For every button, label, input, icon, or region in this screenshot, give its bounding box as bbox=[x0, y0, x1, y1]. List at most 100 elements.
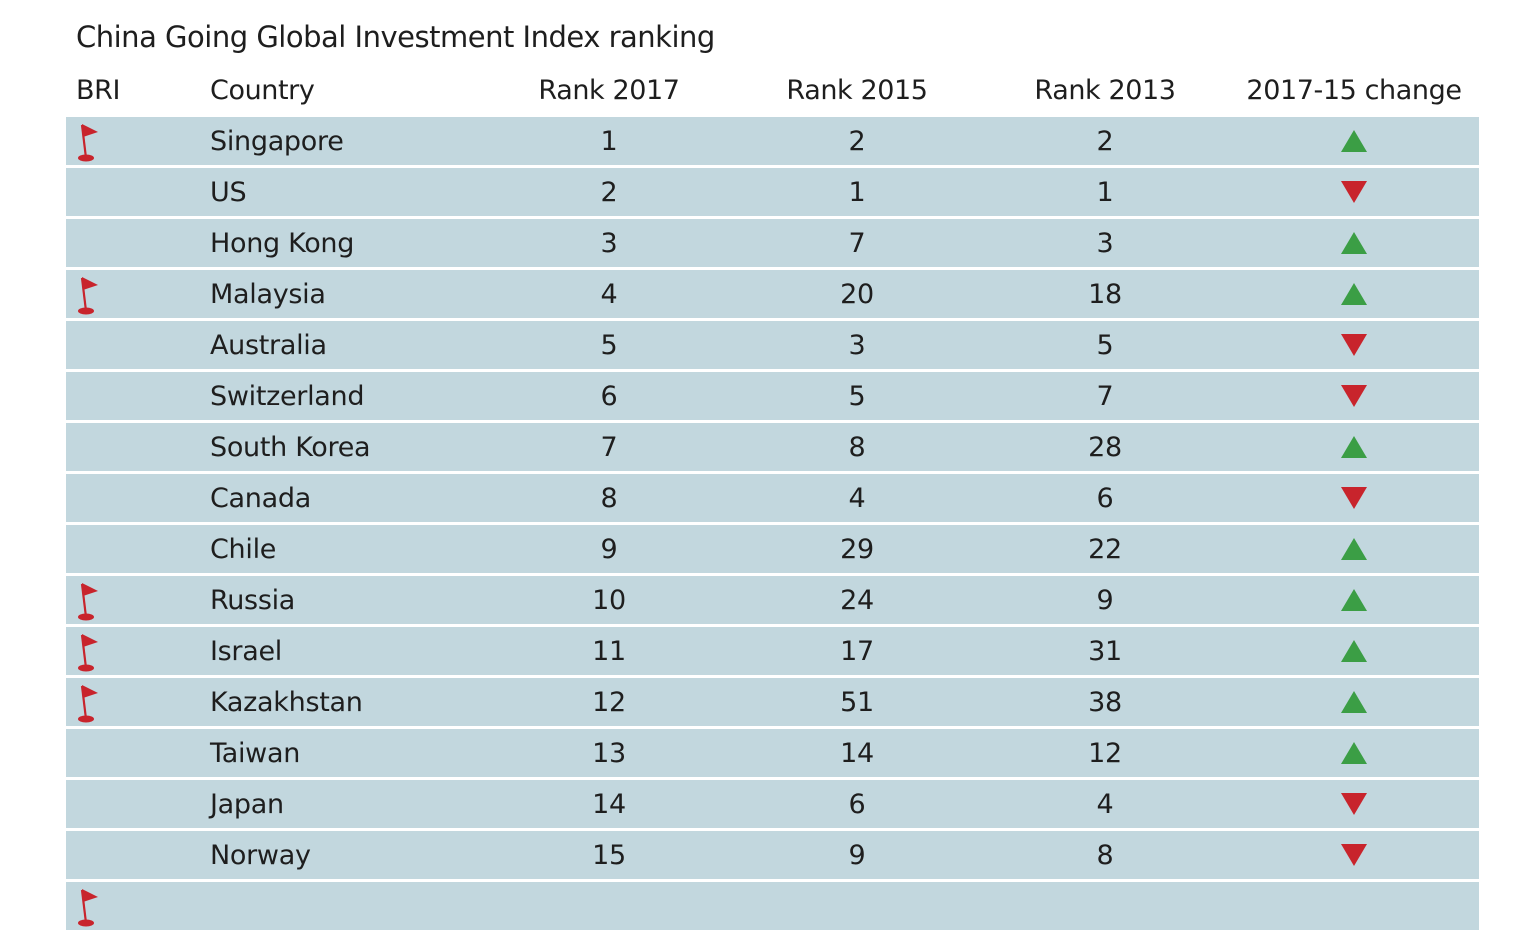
change-cell bbox=[1341, 678, 1367, 726]
rank-2017-cell: 3 bbox=[600, 227, 618, 259]
change-cell bbox=[1341, 372, 1367, 420]
rank-2017-cell: 5 bbox=[600, 329, 618, 361]
country-cell: Switzerland bbox=[210, 380, 365, 412]
rank-2015-cell: 3 bbox=[848, 329, 866, 361]
rank-2017-cell: 11 bbox=[592, 635, 626, 667]
country-cell: Russia bbox=[210, 584, 296, 616]
rank-2013-cell: 38 bbox=[1088, 686, 1122, 718]
rank-down-triangle-icon bbox=[1341, 334, 1367, 356]
rank-2017-cell: 13 bbox=[592, 737, 626, 769]
rank-2015-cell: 5 bbox=[848, 380, 866, 412]
header-bri: BRI bbox=[76, 74, 121, 106]
bri-flag-icon bbox=[78, 889, 98, 927]
rank-2013-cell: 22 bbox=[1088, 533, 1122, 565]
rank-2017-cell: 10 bbox=[592, 584, 626, 616]
rank-down-triangle-icon bbox=[1341, 487, 1367, 509]
rank-2013-cell: 4 bbox=[1096, 788, 1114, 820]
rank-2015-cell: 8 bbox=[848, 431, 866, 463]
rank-2013-cell: 3 bbox=[1096, 227, 1114, 259]
rank-2017-cell: 9 bbox=[600, 533, 618, 565]
rank-2013-cell: 9 bbox=[1096, 584, 1114, 616]
bri-flag-icon bbox=[78, 124, 98, 162]
header-rank-2015: Rank 2015 bbox=[786, 74, 928, 106]
table-row: Kazakhstan 12 51 38 bbox=[66, 678, 1479, 726]
bri-flag-icon bbox=[78, 685, 98, 723]
rank-2017-cell: 14 bbox=[592, 788, 626, 820]
change-cell bbox=[1341, 270, 1367, 318]
table-row: Chile 9 29 22 bbox=[66, 525, 1479, 573]
rank-2017-cell: 8 bbox=[600, 482, 618, 514]
rank-up-triangle-icon bbox=[1341, 589, 1367, 611]
rank-2013-cell: 12 bbox=[1088, 737, 1122, 769]
country-cell: Kazakhstan bbox=[210, 686, 363, 718]
table-header: BRI Country Rank 2017 Rank 2015 Rank 201… bbox=[66, 68, 1479, 112]
country-cell: US bbox=[210, 176, 247, 208]
rank-2017-cell: 12 bbox=[592, 686, 626, 718]
rank-2015-cell: 1 bbox=[848, 176, 866, 208]
rank-2013-cell: 1 bbox=[1096, 176, 1114, 208]
rank-2015-cell: 9 bbox=[848, 839, 866, 871]
rank-2015-cell: 6 bbox=[848, 788, 866, 820]
rank-2015-cell: 29 bbox=[840, 533, 874, 565]
country-cell: Norway bbox=[210, 839, 311, 871]
rank-2017-cell: 15 bbox=[592, 839, 626, 871]
change-cell bbox=[1341, 729, 1367, 777]
rank-up-triangle-icon bbox=[1341, 130, 1367, 152]
bri-flag-icon bbox=[78, 634, 98, 672]
rank-up-triangle-icon bbox=[1341, 742, 1367, 764]
country-cell: Australia bbox=[210, 329, 327, 361]
country-cell: Chile bbox=[210, 533, 277, 565]
rank-down-triangle-icon bbox=[1341, 385, 1367, 407]
country-cell: Israel bbox=[210, 635, 282, 667]
table-row: Switzerland 6 5 7 bbox=[66, 372, 1479, 420]
rank-down-triangle-icon bbox=[1341, 793, 1367, 815]
table-title: China Going Global Investment Index rank… bbox=[76, 20, 715, 54]
rank-2017-cell: 1 bbox=[600, 125, 618, 157]
country-cell: Singapore bbox=[210, 125, 344, 157]
change-cell bbox=[1341, 117, 1367, 165]
country-cell: Japan bbox=[210, 788, 284, 820]
rank-2015-cell: 51 bbox=[840, 686, 874, 718]
country-cell: Hong Kong bbox=[210, 227, 355, 259]
rank-2015-cell: 24 bbox=[840, 584, 874, 616]
rank-2015-cell: 7 bbox=[848, 227, 866, 259]
rank-2013-cell: 5 bbox=[1096, 329, 1114, 361]
change-cell bbox=[1341, 780, 1367, 828]
bri-flag-icon bbox=[78, 277, 98, 315]
table-row: Singapore 1 2 2 bbox=[66, 117, 1479, 165]
rank-2013-cell: 2 bbox=[1096, 125, 1114, 157]
rank-2015-cell: 20 bbox=[840, 278, 874, 310]
country-cell: Malaysia bbox=[210, 278, 326, 310]
rank-2013-cell: 6 bbox=[1096, 482, 1114, 514]
rank-2015-cell: 17 bbox=[840, 635, 874, 667]
rank-2017-cell: 2 bbox=[600, 176, 618, 208]
table-row: US 2 1 1 bbox=[66, 168, 1479, 216]
table-row: Japan 14 6 4 bbox=[66, 780, 1479, 828]
country-cell: Taiwan bbox=[210, 737, 301, 769]
change-cell bbox=[1341, 831, 1367, 879]
rank-up-triangle-icon bbox=[1341, 640, 1367, 662]
change-cell bbox=[1341, 525, 1367, 573]
table-row: Hong Kong 3 7 3 bbox=[66, 219, 1479, 267]
change-cell bbox=[1341, 474, 1367, 522]
rank-2015-cell: 4 bbox=[848, 482, 866, 514]
rank-up-triangle-icon bbox=[1341, 232, 1367, 254]
rank-2013-cell: 7 bbox=[1096, 380, 1114, 412]
header-rank-2013: Rank 2013 bbox=[1034, 74, 1176, 106]
rank-down-triangle-icon bbox=[1341, 844, 1367, 866]
country-cell: Canada bbox=[210, 482, 311, 514]
country-cell: South Korea bbox=[210, 431, 371, 463]
rank-down-triangle-icon bbox=[1341, 181, 1367, 203]
change-cell bbox=[1341, 423, 1367, 471]
table-row: South Korea 7 8 28 bbox=[66, 423, 1479, 471]
change-cell bbox=[1341, 219, 1367, 267]
table-row: Russia 10 24 9 bbox=[66, 576, 1479, 624]
rank-2017-cell: 7 bbox=[600, 431, 618, 463]
table-row: Israel 11 17 31 bbox=[66, 627, 1479, 675]
table-row-partial bbox=[66, 882, 1479, 930]
rank-2013-cell: 8 bbox=[1096, 839, 1114, 871]
rank-2013-cell: 28 bbox=[1088, 431, 1122, 463]
change-cell bbox=[1341, 168, 1367, 216]
change-cell bbox=[1341, 627, 1367, 675]
header-change: 2017-15 change bbox=[1246, 74, 1462, 106]
